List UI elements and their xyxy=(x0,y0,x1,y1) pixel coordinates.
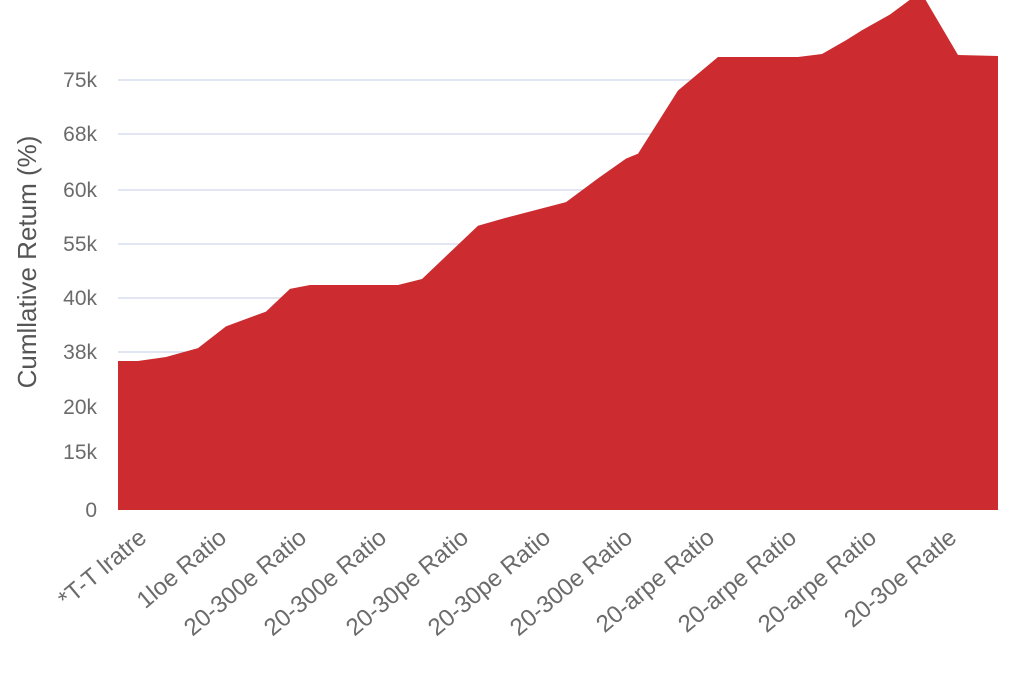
y-tick-label: 15k xyxy=(63,441,97,464)
y-tick-label: 60k xyxy=(63,179,97,202)
y-tick-label: 38k xyxy=(63,341,97,364)
y-tick-label: 75k xyxy=(63,69,97,92)
y-tick-label: 0 xyxy=(85,499,97,522)
y-tick-label: 20k xyxy=(63,396,97,419)
y-tick-label: 68k xyxy=(63,123,97,146)
y-axis-ticks: 0 15k 20k 38k 40k 55k 60k 68k 75k xyxy=(63,69,97,522)
y-tick-label: 40k xyxy=(63,287,97,310)
y-tick-label: 55k xyxy=(63,233,97,256)
area-series xyxy=(118,0,998,510)
area-fill xyxy=(118,0,998,510)
y-axis-label: Cumllative Retum (%) xyxy=(12,136,42,389)
